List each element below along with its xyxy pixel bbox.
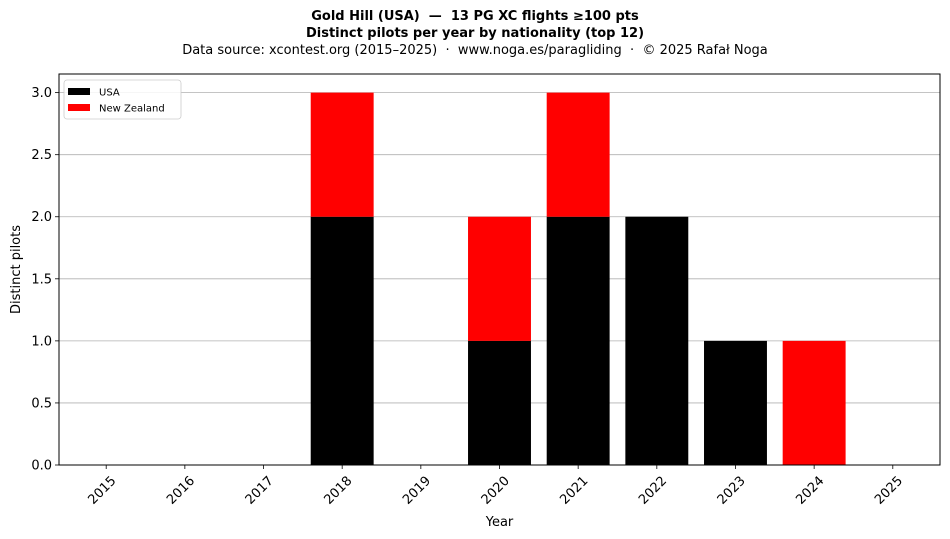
bar-new-zealand-2018 — [310, 92, 374, 217]
bar-new-zealand-2021 — [546, 92, 610, 217]
legend-box — [63, 79, 182, 120]
chart-title: Gold Hill (USA) — 13 PG XC flights ≥100 … — [311, 9, 639, 24]
legend-swatch-new-zealand — [68, 104, 90, 111]
x-tick-label: 2019 — [400, 474, 434, 508]
bar-new-zealand-2024 — [782, 340, 846, 465]
x-axis-label: Year — [485, 515, 514, 530]
bar-new-zealand-2020 — [468, 216, 531, 341]
chart-subtitle: Data source: xcontest.org (2015–2025) · … — [182, 43, 768, 58]
y-tick-label: 1.5 — [31, 272, 52, 287]
x-tick-label: 2025 — [872, 474, 906, 508]
bar-usa-2020 — [468, 340, 531, 465]
y-tick-label: 2.0 — [31, 210, 52, 225]
x-tick-label: 2023 — [715, 474, 749, 508]
chart-title-block: Gold Hill (USA) — 13 PG XC flights ≥100 … — [0, 8, 950, 59]
bar-usa-2018 — [310, 216, 374, 465]
y-axis-label: Distinct pilots — [9, 225, 24, 314]
x-tick-label: 2018 — [321, 474, 355, 508]
chart-title-line2: Distinct pilots per year by nationality … — [305, 26, 645, 41]
legend-label-usa: USA — [99, 88, 120, 99]
y-tick-label: 1.0 — [31, 334, 52, 349]
x-tick-label: 2017 — [243, 474, 277, 508]
bar-usa-2021 — [546, 216, 610, 465]
x-tick-label: 2021 — [557, 474, 591, 508]
y-tick-label: 2.5 — [31, 148, 52, 163]
bar-usa-2022 — [625, 216, 689, 465]
x-tick-label: 2016 — [164, 474, 198, 508]
y-tick-label: 0.0 — [31, 459, 52, 474]
x-tick-label: 2015 — [85, 474, 119, 508]
x-tick-label: 2024 — [793, 474, 827, 508]
y-tick-label: 3.0 — [31, 86, 52, 101]
legend-label-new-zealand: New Zealand — [99, 104, 165, 115]
legend-swatch-usa — [68, 88, 90, 95]
bar-usa-2023 — [704, 340, 767, 465]
x-tick-label: 2022 — [636, 474, 670, 508]
y-tick-label: 0.5 — [31, 396, 52, 411]
x-tick-label: 2020 — [479, 474, 513, 508]
